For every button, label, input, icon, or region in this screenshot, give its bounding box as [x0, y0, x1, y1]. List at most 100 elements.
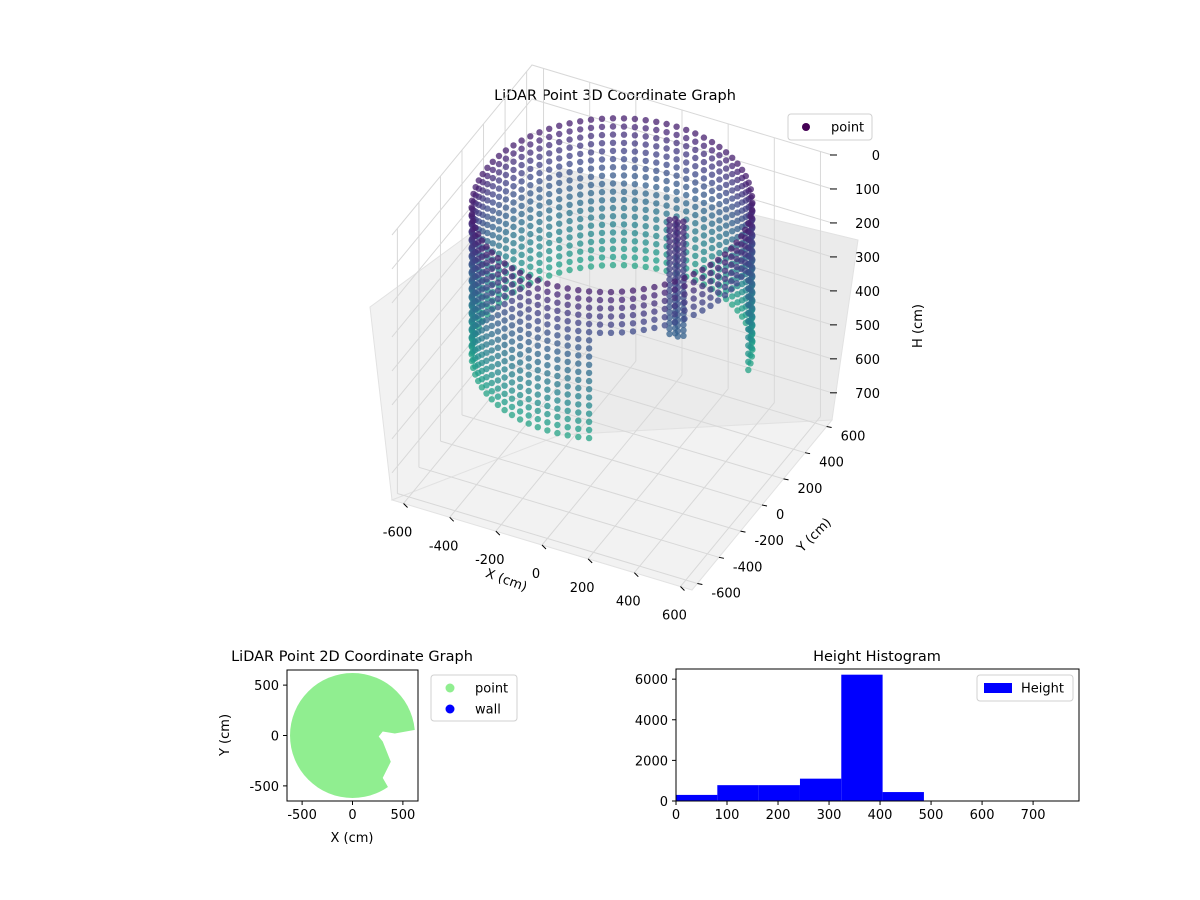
data-point-3d — [700, 158, 708, 166]
data-point-3d — [494, 263, 502, 270]
data-point-3d — [607, 329, 615, 336]
data-point-3d — [671, 278, 678, 285]
data-point-3d — [596, 321, 604, 328]
data-point-3d — [745, 358, 752, 365]
data-point-3d — [546, 223, 553, 230]
data-point-3d — [564, 383, 571, 390]
data-point-3d — [525, 371, 532, 378]
data-point-3d — [729, 228, 736, 235]
data-point-3d — [666, 249, 673, 256]
data-point-3d — [544, 394, 551, 401]
data-point-3d — [609, 147, 617, 155]
data-point-3d — [554, 332, 561, 339]
data-point-3d — [489, 199, 496, 206]
data-point-3d — [544, 378, 551, 385]
data-point-3d — [494, 328, 502, 335]
y-tick-label-2d: 500 — [254, 679, 279, 694]
data-point-3d — [587, 255, 595, 262]
grid-line-y — [483, 388, 784, 480]
data-point-3d — [488, 249, 495, 256]
data-point-3d — [575, 360, 582, 367]
data-point-3d — [518, 170, 525, 177]
data-point-3d — [729, 187, 736, 194]
data-point-3d — [494, 336, 502, 343]
data-point-3d — [494, 360, 502, 368]
data-point-3d — [525, 395, 532, 403]
legend-2d-marker-point — [445, 683, 455, 693]
data-point-3d — [587, 206, 595, 213]
data-point-3d — [502, 204, 510, 211]
data-point-3d — [534, 358, 541, 366]
data-point-3d — [518, 161, 525, 169]
data-point-3d — [721, 275, 729, 283]
data-point-3d — [556, 253, 563, 260]
data-point-3d — [495, 193, 503, 200]
data-point-3d — [508, 330, 516, 337]
data-point-3d — [556, 179, 563, 187]
data-point-3d — [564, 342, 571, 349]
data-point-3d — [708, 244, 716, 252]
data-point-3d — [525, 412, 532, 419]
data-point-3d — [554, 421, 561, 429]
data-point-3d — [501, 349, 508, 357]
data-point-3d — [620, 237, 628, 244]
data-point-3d — [516, 359, 524, 366]
data-point-3d — [546, 207, 553, 214]
data-point-3d — [716, 152, 723, 159]
histogram-bar — [841, 674, 883, 801]
data-point-3d — [607, 297, 615, 304]
data-point-3d — [564, 358, 571, 366]
data-point-3d — [661, 314, 668, 321]
data-point-3d — [620, 229, 628, 236]
data-point-3d — [661, 305, 668, 313]
data-point-3d — [651, 292, 658, 299]
data-point-3d — [699, 291, 706, 298]
data-point-3d — [631, 221, 639, 229]
data-point-3d — [708, 228, 716, 235]
data-point-3d — [674, 240, 681, 248]
data-point-3d — [564, 399, 571, 406]
data-point-3d — [631, 238, 639, 245]
data-point-3d — [488, 290, 495, 297]
data-point-3d — [598, 172, 606, 179]
data-point-3d — [556, 155, 563, 162]
data-point-3d — [609, 221, 617, 228]
data-point-3d — [674, 219, 681, 226]
data-point-3d — [707, 286, 714, 293]
data-point-3d — [692, 260, 699, 268]
x-tick-label-3d: 0 — [532, 567, 540, 582]
data-point-3d — [722, 189, 730, 197]
data-point-3d — [483, 382, 490, 389]
data-point-3d — [681, 291, 688, 298]
data-point-3d — [587, 181, 595, 189]
data-point-3d — [692, 252, 699, 260]
data-point-3d — [666, 314, 673, 321]
data-point-3d — [642, 125, 649, 132]
data-point-3d — [663, 186, 670, 193]
data-point-3d — [527, 214, 534, 221]
data-point-3d — [680, 234, 687, 242]
data-point-3d — [508, 338, 516, 345]
data-point-3d — [508, 411, 516, 419]
data-point-3d — [749, 199, 756, 207]
data-point-3d — [692, 154, 699, 162]
data-point-3d — [516, 302, 524, 309]
data-point-3d — [666, 222, 673, 229]
data-point-3d — [673, 196, 680, 204]
data-point-3d — [663, 145, 670, 152]
data-point-3d — [666, 276, 673, 283]
data-point-3d — [745, 220, 752, 227]
data-point-3d — [575, 352, 582, 359]
data-point-3d — [745, 366, 752, 374]
data-point-3d — [501, 382, 508, 389]
data-point-3d — [618, 296, 626, 303]
data-point-3d — [534, 309, 541, 317]
data-point-3d — [516, 285, 524, 293]
data-point-3d — [683, 159, 690, 166]
data-point-3d — [577, 264, 584, 272]
data-point-3d — [585, 402, 593, 409]
frame-histogram — [675, 668, 1080, 802]
data-point-3d — [629, 303, 637, 311]
data-point-3d — [488, 306, 495, 313]
data-point-3d — [631, 205, 639, 212]
